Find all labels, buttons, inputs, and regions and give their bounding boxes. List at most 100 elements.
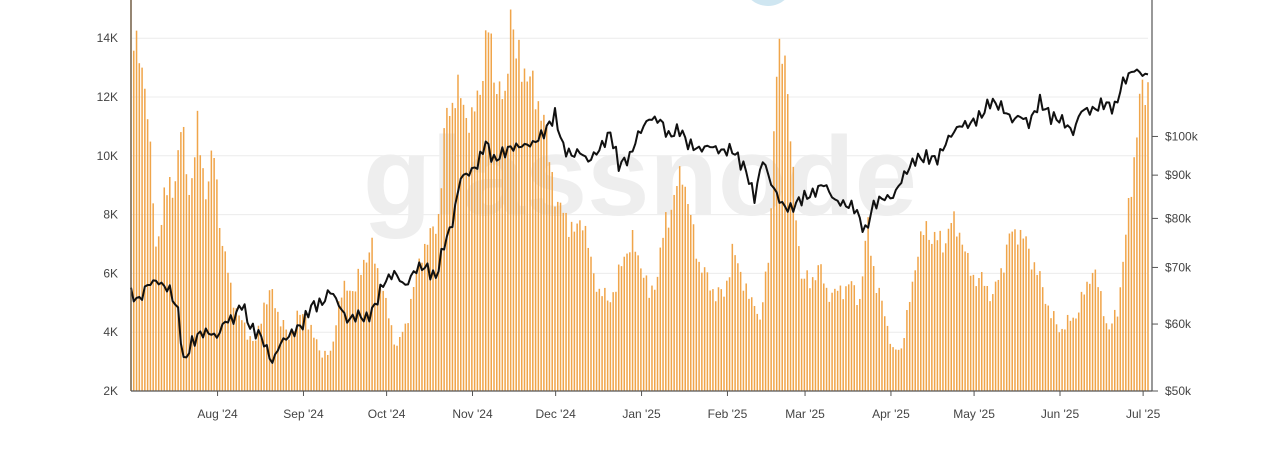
bar <box>872 266 875 391</box>
bar <box>180 132 182 391</box>
bar <box>681 184 684 391</box>
bar <box>1147 82 1149 392</box>
bar <box>490 33 492 391</box>
bar <box>1055 324 1058 391</box>
bar <box>152 203 154 391</box>
bar <box>1111 323 1113 391</box>
bar <box>133 50 135 392</box>
bar <box>410 298 412 391</box>
bar <box>443 128 445 391</box>
bar <box>989 301 991 391</box>
bar <box>590 256 592 391</box>
bar <box>723 296 725 391</box>
bar <box>726 280 728 391</box>
bar <box>360 274 362 391</box>
bar <box>1083 294 1086 391</box>
bar <box>385 297 387 391</box>
bar <box>944 243 947 391</box>
bar <box>177 150 179 391</box>
bar <box>310 324 312 391</box>
bar <box>473 111 476 391</box>
bar <box>376 268 379 391</box>
bar <box>886 325 889 391</box>
bar <box>895 349 897 391</box>
bar <box>407 323 409 391</box>
bar <box>906 310 908 391</box>
bar <box>307 329 310 391</box>
bar <box>903 338 905 391</box>
bar <box>853 285 856 391</box>
bar <box>457 74 459 392</box>
x-tick-label: Apr '25 <box>872 407 910 421</box>
bar <box>767 262 770 391</box>
bar <box>570 221 573 391</box>
bar <box>753 305 756 391</box>
bar <box>792 166 795 391</box>
bar <box>230 282 232 391</box>
bar <box>734 255 736 391</box>
bar <box>579 220 581 391</box>
bar <box>1069 320 1072 391</box>
bar <box>1105 323 1108 391</box>
bar <box>351 291 354 391</box>
bar <box>465 117 468 392</box>
bar <box>460 98 462 392</box>
bar <box>387 318 390 391</box>
bar <box>484 30 487 392</box>
bar <box>961 244 964 391</box>
bar <box>290 332 293 391</box>
bar <box>493 82 495 392</box>
bar <box>634 251 637 391</box>
bar <box>496 94 498 391</box>
bar <box>1091 272 1094 391</box>
right-tick-label: $70k <box>1165 260 1192 274</box>
bar <box>950 223 953 391</box>
bar <box>315 339 318 391</box>
bar <box>612 292 614 391</box>
bar <box>216 179 218 391</box>
bar <box>604 287 606 391</box>
bar <box>1141 79 1144 392</box>
bar <box>728 277 731 391</box>
bar <box>1116 316 1119 391</box>
bar <box>235 308 238 391</box>
bar <box>703 267 706 391</box>
bar <box>1089 283 1091 391</box>
bar <box>518 39 520 392</box>
bar <box>1122 261 1124 391</box>
bar <box>609 302 612 391</box>
bar <box>1005 244 1008 391</box>
bar <box>1047 305 1049 391</box>
bar <box>157 236 160 391</box>
x-tick-label: Oct '24 <box>368 407 406 421</box>
bar <box>1066 314 1069 391</box>
bar <box>421 262 423 391</box>
bar <box>412 287 415 391</box>
bar <box>762 302 764 391</box>
bar <box>836 290 839 391</box>
bar <box>1000 268 1002 391</box>
bar <box>831 292 833 391</box>
bar <box>520 81 523 392</box>
bar <box>1102 316 1105 391</box>
bar <box>374 263 376 391</box>
bar <box>543 114 545 391</box>
bar <box>160 224 163 391</box>
bar <box>1086 281 1088 391</box>
bar <box>1136 137 1138 391</box>
bar <box>806 270 808 391</box>
bar <box>883 316 886 391</box>
bar <box>432 226 434 391</box>
bar <box>920 231 922 391</box>
bar <box>739 271 742 391</box>
bar <box>313 337 315 391</box>
bar <box>637 255 639 391</box>
bar <box>645 275 648 391</box>
bar <box>834 288 836 391</box>
bar <box>842 299 844 391</box>
bar <box>507 73 509 391</box>
bar <box>714 301 717 391</box>
bar <box>343 280 346 391</box>
bar <box>182 126 185 392</box>
x-tick-label: Sep '24 <box>283 407 324 421</box>
